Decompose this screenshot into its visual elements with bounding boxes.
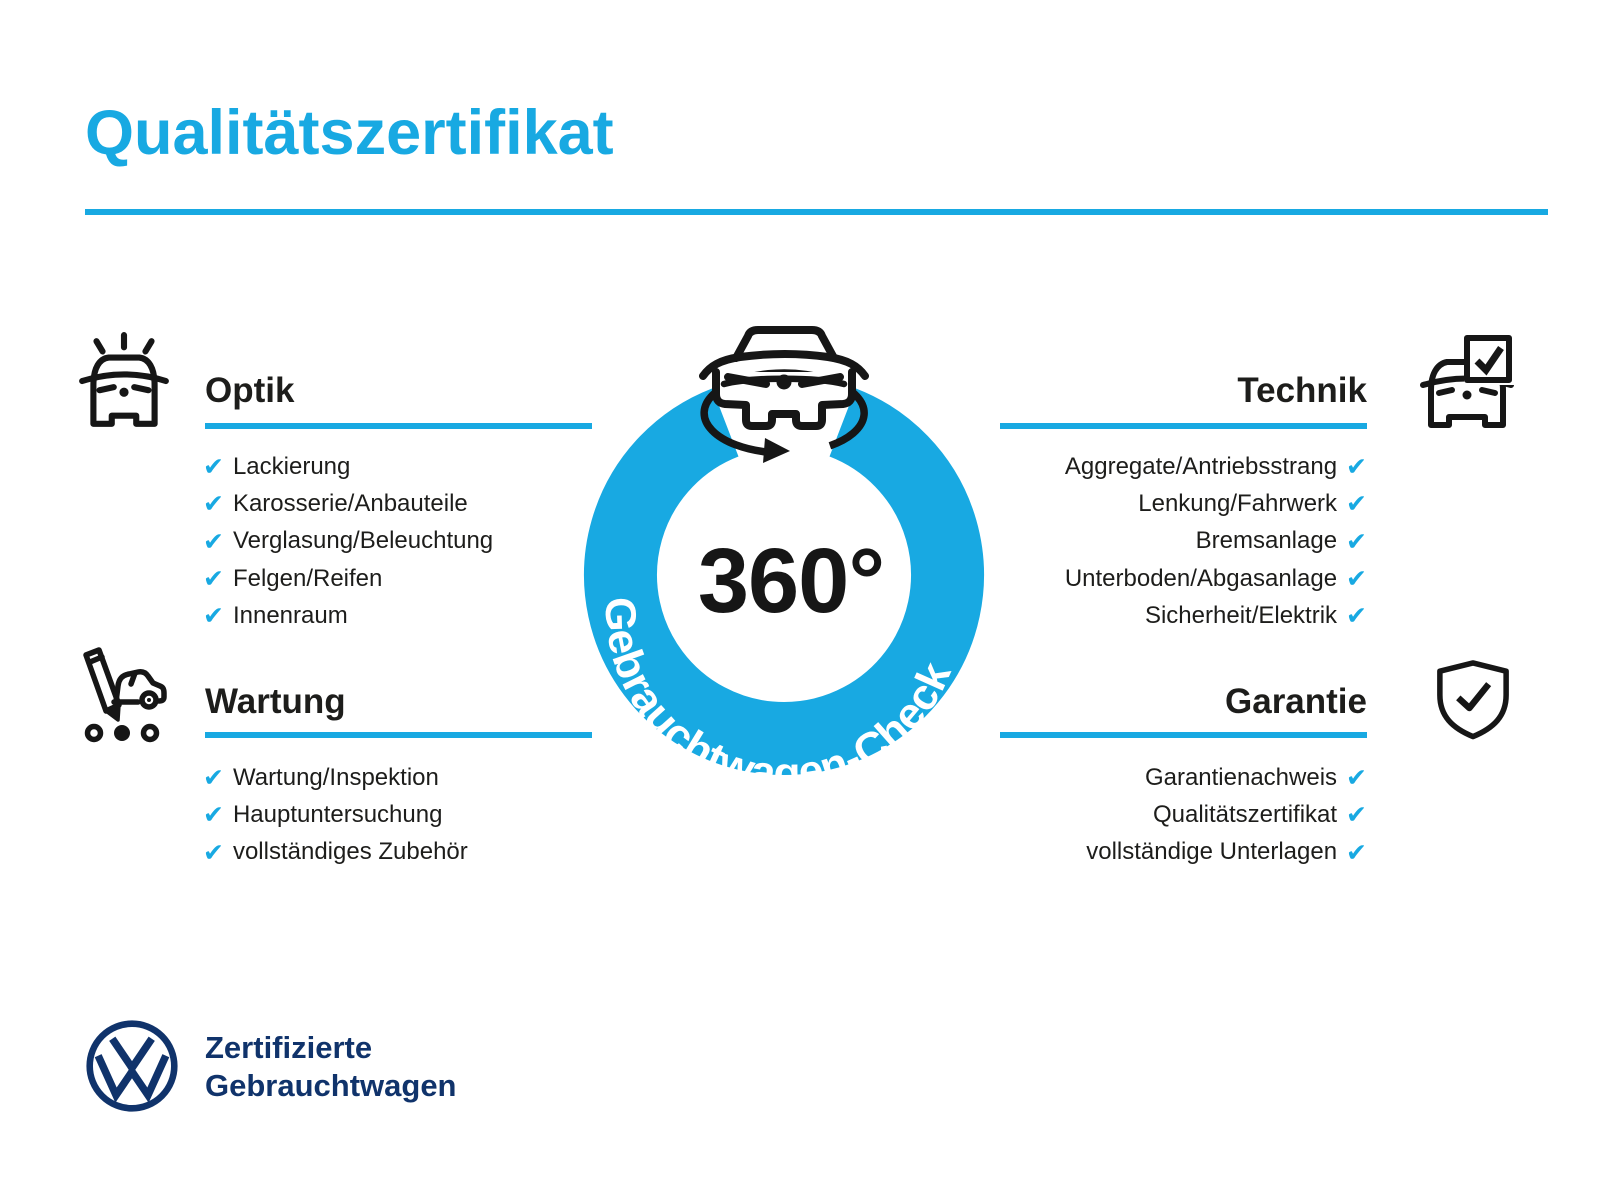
list-item: ✔ Wartung/Inspektion [203, 759, 468, 796]
technik-underline [1000, 423, 1367, 429]
item-label: vollständige Unterlagen [1086, 838, 1338, 866]
item-label: Unterboden/Abgasanlage [1064, 564, 1338, 592]
brand-line-2: Gebrauchtwagen [205, 1068, 457, 1103]
check-icon: ✔ [203, 564, 224, 594]
wartung-checklist: ✔ Wartung/Inspektion ✔ Hauptuntersuchung ✔… [203, 759, 468, 871]
list-item: ✔ Qualitätszertifikat [1153, 796, 1367, 833]
technik-checklist: ✔ Aggregate/Antriebsstrang ✔ Lenkung/Fahrw… [1065, 448, 1367, 634]
brand-line-1: Zertifizierte [205, 1030, 373, 1065]
list-item: ✔ Bremsanlage [1196, 523, 1367, 560]
list-item: ✔ Sicherheit/Elektrik [1145, 597, 1367, 634]
list-item: ✔ Felgen/Reifen [203, 560, 493, 597]
check-icon: ✔ [203, 837, 224, 867]
list-item: ✔ Karosserie/Anbauteile [203, 485, 493, 522]
item-label: Felgen/Reifen [232, 564, 383, 592]
item-label: Lackierung [232, 452, 351, 480]
check-icon: ✔ [203, 452, 224, 482]
car-checkbox-icon [1420, 335, 1514, 428]
list-item: ✔ vollständiges Zubehör [203, 834, 468, 871]
car-shine-icon [79, 332, 169, 427]
check-icon: ✔ [203, 489, 224, 519]
check-icon: ✔ [203, 526, 224, 556]
item-label: Aggregate/Antriebsstrang [1064, 452, 1338, 480]
check-icon: ✔ [1346, 526, 1367, 556]
list-item: ✔ Verglasung/Beleuchtung [203, 523, 493, 560]
optik-underline [205, 423, 592, 429]
check-icon: ✔ [1346, 601, 1367, 631]
list-item: ✔ Unterboden/Abgasanlage [1065, 560, 1367, 597]
car-pencil-icon [83, 647, 167, 743]
vw-logo [86, 1020, 178, 1112]
list-item: ✔ Innenraum [203, 597, 493, 634]
shield-check-icon [1437, 660, 1509, 740]
garantie-underline [1000, 732, 1367, 738]
check-icon: ✔ [203, 763, 224, 793]
optik-checklist: ✔ Lackierung ✔ Karosserie/Anbauteile ✔ Verg… [203, 448, 493, 634]
list-item: ✔ Lenkung/Fahrwerk [1138, 485, 1367, 522]
check-icon: ✔ [1346, 452, 1367, 482]
wartung-underline [205, 732, 592, 738]
list-item: ✔ Aggregate/Antriebsstrang [1065, 448, 1367, 485]
item-label: Wartung/Inspektion [232, 763, 439, 791]
page-title: Qualitätszertifikat [85, 98, 614, 168]
list-item: ✔ Lackierung [203, 448, 493, 485]
item-label: Bremsanlage [1195, 527, 1338, 555]
section-header-garantie: Garantie [1225, 682, 1367, 721]
item-label: Karosserie/Anbauteile [232, 489, 468, 517]
title-divider [85, 209, 1548, 215]
item-label: Sicherheit/Elektrik [1144, 601, 1338, 629]
check-icon: ✔ [1346, 564, 1367, 594]
badge-ring [584, 388, 984, 776]
list-item: ✔ Garantienachweis [1145, 759, 1367, 796]
item-label: Lenkung/Fahrwerk [1138, 489, 1338, 517]
check-icon: ✔ [203, 601, 224, 631]
section-header-optik: Optik [205, 371, 295, 410]
item-label: vollständiges Zubehör [232, 838, 468, 866]
check-icon: ✔ [1346, 763, 1367, 793]
item-label: Qualitätszertifikat [1152, 800, 1338, 828]
item-label: Verglasung/Beleuchtung [232, 527, 494, 555]
garantie-checklist: ✔ Garantienachweis ✔ Qualitätszertifikat ✔… [1086, 759, 1367, 871]
check-icon: ✔ [203, 800, 224, 830]
check-icon: ✔ [1346, 800, 1367, 830]
item-label: Hauptuntersuchung [232, 800, 443, 828]
rotating-car-icon [699, 326, 869, 430]
degree-label: 360° [698, 530, 884, 632]
item-label: Innenraum [232, 601, 348, 629]
list-item: ✔ Hauptuntersuchung [203, 796, 468, 833]
brand-wordmark: Zertifizierte Gebrauchtwagen [205, 1029, 457, 1105]
check-icon: ✔ [1346, 837, 1367, 867]
list-item: ✔ vollständige Unterlagen [1086, 834, 1367, 871]
check-icon: ✔ [1346, 489, 1367, 519]
360-check-badge: Gebrauchtwagen-Check 360° [584, 326, 984, 798]
item-label: Garantienachweis [1144, 763, 1338, 791]
section-header-technik: Technik [1237, 371, 1367, 410]
section-header-wartung: Wartung [205, 682, 346, 721]
